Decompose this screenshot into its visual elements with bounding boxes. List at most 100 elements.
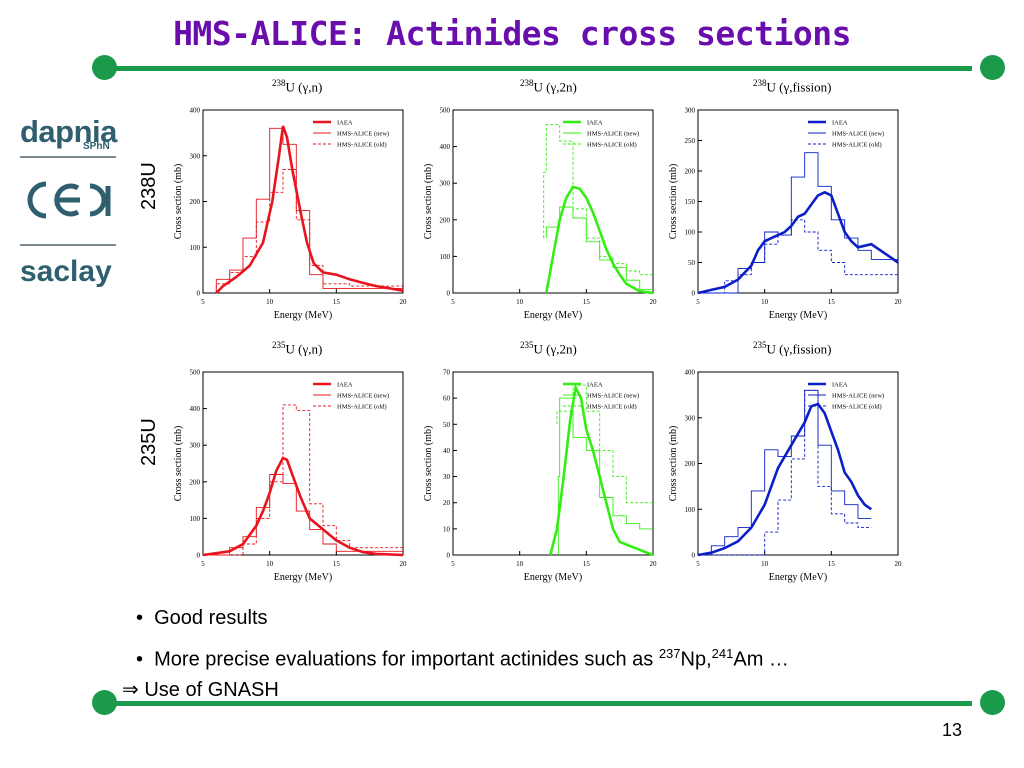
- x-tick-label: 10: [266, 560, 274, 568]
- series-line-hms-alice-new-: [557, 397, 653, 555]
- y-tick-label: 50: [443, 421, 451, 429]
- y-tick-label: 100: [190, 244, 201, 252]
- legend-label: HMS-ALICE (old): [587, 404, 637, 411]
- bullet-list: • Good results • More precise evaluation…: [122, 605, 789, 713]
- y-axis-label: Cross section (mb): [668, 426, 679, 502]
- y-tick-label: 400: [440, 143, 451, 151]
- y-tick-label: 10: [443, 525, 451, 533]
- legend-label: HMS-ALICE (old): [337, 404, 387, 411]
- y-tick-label: 500: [440, 107, 451, 115]
- y-tick-label: 200: [685, 460, 696, 468]
- y-tick-label: 400: [190, 107, 201, 115]
- plot-title-235-n: 235U (γ,n): [272, 340, 323, 357]
- y-axis-label: Cross section (mb): [173, 164, 184, 240]
- plot-title-238-2n: 238U (γ,2n): [520, 78, 577, 95]
- x-tick-label: 15: [828, 560, 836, 568]
- legend-label: HMS-ALICE (new): [337, 393, 389, 400]
- top-left-dot: [92, 55, 117, 80]
- logo-divider-2: [20, 244, 116, 246]
- y-tick-label: 0: [447, 290, 451, 298]
- x-tick-label: 10: [516, 298, 524, 306]
- y-tick-label: 200: [190, 198, 201, 206]
- y-tick-label: 50: [688, 259, 696, 267]
- y-tick-label: 0: [197, 290, 201, 298]
- top-rule: [116, 66, 972, 71]
- bottom-right-dot: [980, 690, 1005, 715]
- legend-label: HMS-ALICE (old): [832, 142, 882, 149]
- x-tick-label: 10: [761, 560, 769, 568]
- x-tick-label: 20: [895, 298, 903, 306]
- y-tick-label: 200: [190, 478, 201, 486]
- bullet-item: ⇒ Use of GNASH: [122, 679, 279, 701]
- bottom-left-dot: [92, 690, 117, 715]
- series-line-hms-alice-new-: [698, 152, 898, 294]
- series-line-hms-alice-old-: [203, 404, 403, 556]
- legend-label: HMS-ALICE (old): [832, 404, 882, 411]
- y-axis-label: Cross section (mb): [423, 164, 434, 240]
- series-line-hms-alice-old-: [543, 124, 653, 276]
- x-tick-label: 15: [333, 560, 341, 568]
- y-axis-label: Cross section (mb): [423, 426, 434, 502]
- y-tick-label: 100: [440, 253, 451, 261]
- series-line-iaea: [545, 185, 654, 295]
- x-tick-label: 20: [650, 298, 658, 306]
- y-tick-label: 200: [685, 168, 696, 176]
- y-tick-label: 300: [190, 152, 201, 160]
- series-line-iaea: [697, 190, 899, 295]
- legend-label: HMS-ALICE (new): [587, 131, 639, 138]
- series-line-hms-alice-old-: [215, 169, 403, 293]
- legend-label: IAEA: [337, 120, 353, 127]
- plot-frame: [202, 371, 404, 556]
- x-tick-label: 20: [650, 560, 658, 568]
- x-tick-label: 15: [583, 560, 591, 568]
- series-line-hms-alice-old-: [698, 219, 898, 294]
- y-tick-label: 300: [685, 414, 696, 422]
- bullet-item: • More precise evaluations for important…: [136, 646, 789, 671]
- y-tick-label: 300: [685, 107, 696, 115]
- row-label-mass: 238: [138, 176, 160, 210]
- y-tick-label: 40: [443, 447, 451, 455]
- implies-arrow: ⇒: [122, 679, 139, 701]
- x-axis-label: Energy (MeV): [524, 572, 582, 583]
- row-label-235U: 235U: [138, 418, 161, 466]
- slide-title: HMS-ALICE: Actinides cross sections: [173, 14, 851, 53]
- x-tick-label: 10: [266, 298, 274, 306]
- series-line-hms-alice-old-: [698, 389, 872, 556]
- x-tick-label: 5: [696, 298, 700, 306]
- series-line-iaea: [697, 402, 873, 557]
- x-tick-label: 15: [583, 298, 591, 306]
- y-tick-label: 100: [685, 229, 696, 237]
- y-tick-label: 70: [443, 369, 451, 377]
- plot-frame: [452, 109, 654, 294]
- y-axis-label: Cross section (mb): [668, 164, 679, 240]
- x-axis-label: Energy (MeV): [769, 572, 827, 583]
- y-tick-label: 400: [190, 405, 201, 413]
- legend-label: IAEA: [832, 382, 848, 389]
- y-tick-label: 100: [190, 515, 201, 523]
- y-tick-label: 300: [440, 180, 451, 188]
- legend-label: HMS-ALICE (old): [587, 142, 637, 149]
- x-tick-label: 20: [895, 560, 903, 568]
- legend-label: IAEA: [832, 120, 848, 127]
- y-tick-label: 200: [440, 216, 451, 224]
- x-axis-label: Energy (MeV): [769, 310, 827, 321]
- x-tick-label: 20: [400, 560, 408, 568]
- y-axis-label: Cross section (mb): [173, 426, 184, 502]
- plot-title-235-2n: 235U (γ,2n): [520, 340, 577, 357]
- row-label-element: U: [138, 162, 160, 177]
- x-tick-label: 5: [451, 560, 455, 568]
- x-tick-label: 5: [696, 560, 700, 568]
- legend-label: HMS-ALICE (new): [832, 393, 884, 400]
- y-tick-label: 500: [190, 369, 201, 377]
- y-tick-label: 0: [692, 290, 696, 298]
- series-line-hms-alice-new-: [545, 206, 653, 290]
- row-label-mass: 235: [138, 432, 160, 466]
- plot-frame: [452, 371, 654, 556]
- series-line-hms-alice-new-: [215, 127, 403, 293]
- y-tick-label: 0: [447, 552, 451, 560]
- cea-logo: cea: [27, 181, 111, 219]
